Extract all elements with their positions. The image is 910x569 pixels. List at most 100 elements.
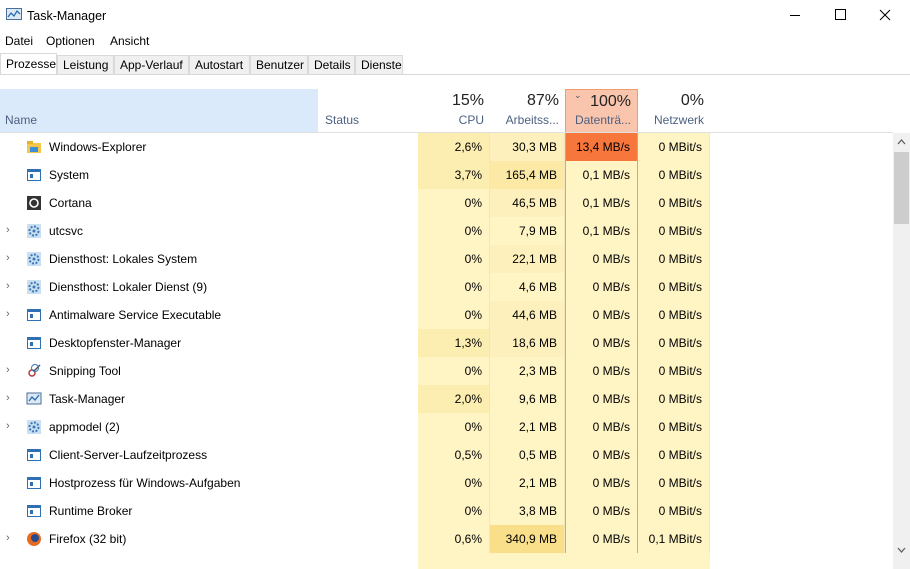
process-row[interactable]: › utcsvc 0% 7,9 MB 0,1 MB/s 0 MBit/s (0, 217, 893, 245)
tab[interactable]: Leistung (57, 55, 114, 74)
tab[interactable]: Dienste (355, 55, 403, 74)
column-label: Arbeitss... (505, 113, 559, 127)
disk-cell: 0,1 MB/s (565, 189, 638, 217)
process-row[interactable]: › Task-Manager 2,0% 9,6 MB 0 MB/s 0 MBit/s (0, 385, 893, 413)
window-controls[interactable] (780, 0, 910, 31)
expand-arrow[interactable]: › (6, 224, 10, 236)
column-percent: 0% (680, 92, 704, 109)
process-row[interactable]: Runtime Broker 0% 3,8 MB 0 MB/s 0 MBit/s (0, 497, 893, 525)
process-row[interactable]: Client-Server-Laufzeitprozess 0,5% 0,5 MB 0… (0, 441, 893, 469)
tab-divider (0, 74, 910, 75)
column-header-cell[interactable]: Status (318, 89, 418, 132)
memory-cell: 22,1 MB (490, 245, 565, 273)
network-cell: 0 MBit/s (638, 469, 710, 497)
app-icon (6, 8, 22, 20)
cpu-cell: 1,3% (418, 329, 490, 357)
memory-cell: 30,3 MB (490, 133, 565, 161)
process-row[interactable]: System 3,7% 165,4 MB 0,1 MB/s 0 MBit/s (0, 161, 893, 189)
process-name: Task-Manager (49, 392, 126, 406)
expand-arrow[interactable]: › (6, 392, 10, 404)
column-percent: 15% (451, 92, 484, 109)
process-name: Snipping Tool (49, 364, 121, 378)
cpu-cell: 3,7% (418, 161, 490, 189)
expand-arrow[interactable]: › (6, 252, 10, 264)
process-icon (27, 309, 41, 321)
process-row[interactable]: Desktopfenster-Manager 1,3% 18,6 MB 0 MB/s 0… (0, 329, 893, 357)
disk-cell: 0 MB/s (565, 385, 638, 413)
column-label: CPU (458, 113, 484, 127)
memory-cell: 0,5 MB (490, 441, 565, 469)
process-row[interactable]: › Firefox (32 bit) 0,6% 340,9 MB 0 MB/s 0,1 M… (0, 525, 893, 553)
process-icon (26, 392, 42, 405)
tab[interactable]: Benutzer (250, 55, 308, 74)
process-icon (27, 505, 41, 517)
scrollbar[interactable] (893, 133, 910, 569)
process-row[interactable]: › Diensthost: Lokales System (Netzwerkein… (0, 245, 893, 273)
disk-cell: 0,1 MB/s (565, 217, 638, 245)
process-name: Antimalware Service Executable (49, 308, 222, 322)
disk-cell: 0 MB/s (565, 357, 638, 385)
tab[interactable]: Details (308, 55, 355, 74)
process-icon (27, 280, 41, 294)
expand-arrow[interactable]: › (6, 308, 10, 320)
disk-cell: 0 MB/s (565, 329, 638, 357)
expand-arrow[interactable]: › (6, 280, 10, 292)
menu-item[interactable]: Datei (5, 34, 34, 48)
column-label: Status (325, 113, 360, 127)
process-row[interactable]: Hostprozess für Windows-Aufgaben 0% 2,1 MB… (0, 469, 893, 497)
process-icon (27, 449, 41, 461)
network-cell: 0 MBit/s (638, 301, 710, 329)
memory-cell: 2,1 MB (490, 413, 565, 441)
process-row[interactable]: › Antimalware Service Executable 0% 44,6 MB… (0, 301, 893, 329)
column-header-cell[interactable]: 87% Arbeitss... (490, 89, 565, 132)
expand-arrow[interactable]: › (6, 532, 10, 544)
network-cell: 0 MBit/s (638, 329, 710, 357)
process-icon (27, 141, 41, 153)
cpu-cell: 0% (418, 469, 490, 497)
header-divider (0, 132, 893, 133)
cpu-cell: 0% (418, 357, 490, 385)
menu-item[interactable]: Optionen (46, 34, 95, 48)
cpu-cell: 2,6% (418, 133, 490, 161)
process-row[interactable]: › appmodel (2) 0% 2,1 MB 0 MB/s 0 MBit/s (0, 413, 893, 441)
expand-arrow[interactable]: › (6, 420, 10, 432)
disk-cell: 0 MB/s (565, 413, 638, 441)
disk-cell: 0 MB/s (565, 469, 638, 497)
memory-cell: 165,4 MB (490, 161, 565, 189)
menu-item[interactable]: Ansicht (110, 34, 150, 48)
network-cell: 0 MBit/s (638, 189, 710, 217)
process-icon (27, 169, 41, 181)
process-icon (27, 196, 41, 210)
column-header-cell[interactable]: 15% CPU (418, 89, 490, 132)
disk-cell: 0 MB/s (565, 301, 638, 329)
process-name: Hostprozess für Windows-Aufgaben (49, 476, 241, 490)
sort-indicator: ⌄ (574, 90, 582, 100)
disk-cell: 0 MB/s (565, 525, 638, 553)
network-cell: 0 MBit/s (638, 357, 710, 385)
column-header-cell[interactable]: 100% Datenträ... ⌄ (565, 89, 638, 132)
disk-cell: 0 MB/s (565, 245, 638, 273)
memory-cell: 2,3 MB (490, 357, 565, 385)
cpu-cell: 2,0% (418, 385, 490, 413)
process-name: System (49, 168, 90, 182)
tab[interactable]: Autostart (189, 55, 250, 74)
tab[interactable]: Prozesse (0, 53, 57, 74)
column-header-cell[interactable]: Name (0, 89, 318, 132)
network-cell: 0 MBit/s (638, 245, 710, 273)
process-row[interactable]: Windows-Explorer 2,6% 30,3 MB 13,4 MB/s 0 MB… (0, 133, 893, 161)
expand-arrow[interactable]: › (6, 364, 10, 376)
process-row[interactable]: Cortana 0% 46,5 MB 0,1 MB/s 0 MBit/s (0, 189, 893, 217)
column-header-cell[interactable]: 0% Netzwerk (638, 89, 710, 132)
process-icon (28, 364, 41, 377)
process-icon (27, 477, 41, 489)
process-row[interactable]: › Diensthost: Lokaler Dienst (9) 0% 4,6 MB 0… (0, 273, 893, 301)
network-cell: 0 MBit/s (638, 385, 710, 413)
process-row[interactable]: › Snipping Tool 0% 2,3 MB 0 MB/s 0 MBit/s (0, 357, 893, 385)
process-name: Firefox (32 bit) (49, 532, 127, 546)
cpu-cell: 0% (418, 245, 490, 273)
tab[interactable]: App-Verlauf (114, 55, 189, 74)
column-label: Name (5, 113, 38, 127)
column-percent: 87% (526, 92, 559, 109)
memory-cell: 18,6 MB (490, 329, 565, 357)
